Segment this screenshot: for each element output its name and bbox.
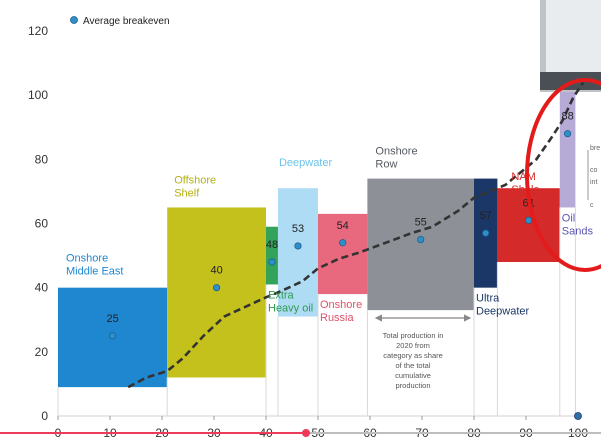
category-bars [57,91,576,416]
category-label-3-line-0: Deepwater [279,157,333,169]
production-note-line-6: production [395,381,430,390]
video-inset-window [546,0,601,72]
y-tick-label-3: 60 [35,217,49,231]
category-label-5-line-1: Row [375,159,397,171]
breakeven-value-4: 54 [337,220,349,232]
category-label-4-line-1: Russia [320,312,355,324]
edge-fragment-d: c [590,202,594,209]
category-label-0-line-0: Onshore [66,253,108,265]
breakeven-value-1: 40 [210,265,222,277]
category-label-6: Ultra Deepwater [476,293,530,318]
y-tick-label-0: 0 [41,409,48,423]
breakeven-point-6 [482,229,490,237]
category-label-4-line-0: Onshore [320,299,362,311]
breakeven-point-3 [294,242,302,250]
category-label-2: Extra Heavy oil [268,289,313,314]
bar-3 [277,188,318,317]
category-label-5-line-0: Onshore [375,146,417,158]
production-note-line-2: 2020 from [396,341,430,350]
edge-fragment-a: bre [590,145,600,152]
breakeven-points [109,130,582,420]
y-axis-ticks: 0 20 40 60 80 100 120 [28,24,48,423]
category-label-8: Oil Sands [562,212,594,237]
category-label-0-line-1: Middle East [66,266,123,278]
bar-1 [167,207,266,378]
category-label-5: Onshore Row [375,146,417,171]
breakeven-value-5: 55 [415,217,427,229]
category-label-2-line-1: Heavy oil [268,302,313,314]
category-label-8-line-1: Sands [562,225,594,237]
axis-end-point [574,412,582,420]
breakeven-value-6: 57 [480,210,492,222]
y-tick-label-5: 100 [28,88,48,102]
playback-handle[interactable] [302,429,310,437]
edge-fragment-c: int [590,179,597,186]
category-label-6-line-1: Deepwater [476,306,530,318]
category-label-1: Offshore Shelf [174,174,216,199]
production-note-line-4: of the total [395,361,430,370]
production-note-line-1: Total production in [383,331,444,340]
breakeven-point-0 [109,332,117,340]
category-label-1-line-0: Offshore [174,174,216,186]
production-note-line-5: cumulative [395,371,431,380]
y-tick-label-4: 80 [35,152,49,166]
category-label-2-line-0: Extra [268,289,295,301]
highlight-circle [525,78,601,272]
legend: Average breakeven [70,16,170,27]
edge-fragment-b: co [590,167,598,174]
legend-label: Average breakeven [83,16,170,27]
y-tick-label-2: 40 [35,281,49,295]
category-label-8-line-0: Oil [562,212,575,224]
bar-5 [367,178,474,311]
breakeven-point-2 [268,258,276,266]
production-note-line-3: category as share [383,351,443,360]
category-label-0: Onshore Middle East [66,253,123,278]
category-label-4: Onshore Russia [320,299,362,324]
breakeven-value-0: 25 [106,313,118,325]
bar-4 [318,213,368,295]
breakeven-point-4 [339,239,347,247]
category-label-7-line-1: Shale [511,184,539,196]
breakeven-value-8: 88 [561,111,573,123]
category-label-3: Deepwater [279,157,333,169]
category-label-6-line-0: Ultra [476,293,500,305]
y-tick-label-6: 120 [28,24,48,38]
breakeven-point-8 [563,130,572,138]
legend-marker-icon [70,16,78,24]
breakeven-point-7 [524,216,533,224]
breakeven-point-1 [213,284,221,292]
edge-fragments: bre co int c [587,145,600,209]
breakeven-value-3: 53 [292,223,304,235]
production-note: Total production in 2020 from category a… [374,314,472,390]
category-label-7-line-0: NAM [511,171,535,183]
breakeven-value-2: 48 [266,239,278,251]
category-label-7: NAM Shale [511,171,539,196]
breakeven-point-5 [417,235,425,244]
y-tick-label-1: 20 [35,345,49,359]
bar-2 [266,226,278,285]
category-label-1-line-1: Shelf [174,187,200,199]
